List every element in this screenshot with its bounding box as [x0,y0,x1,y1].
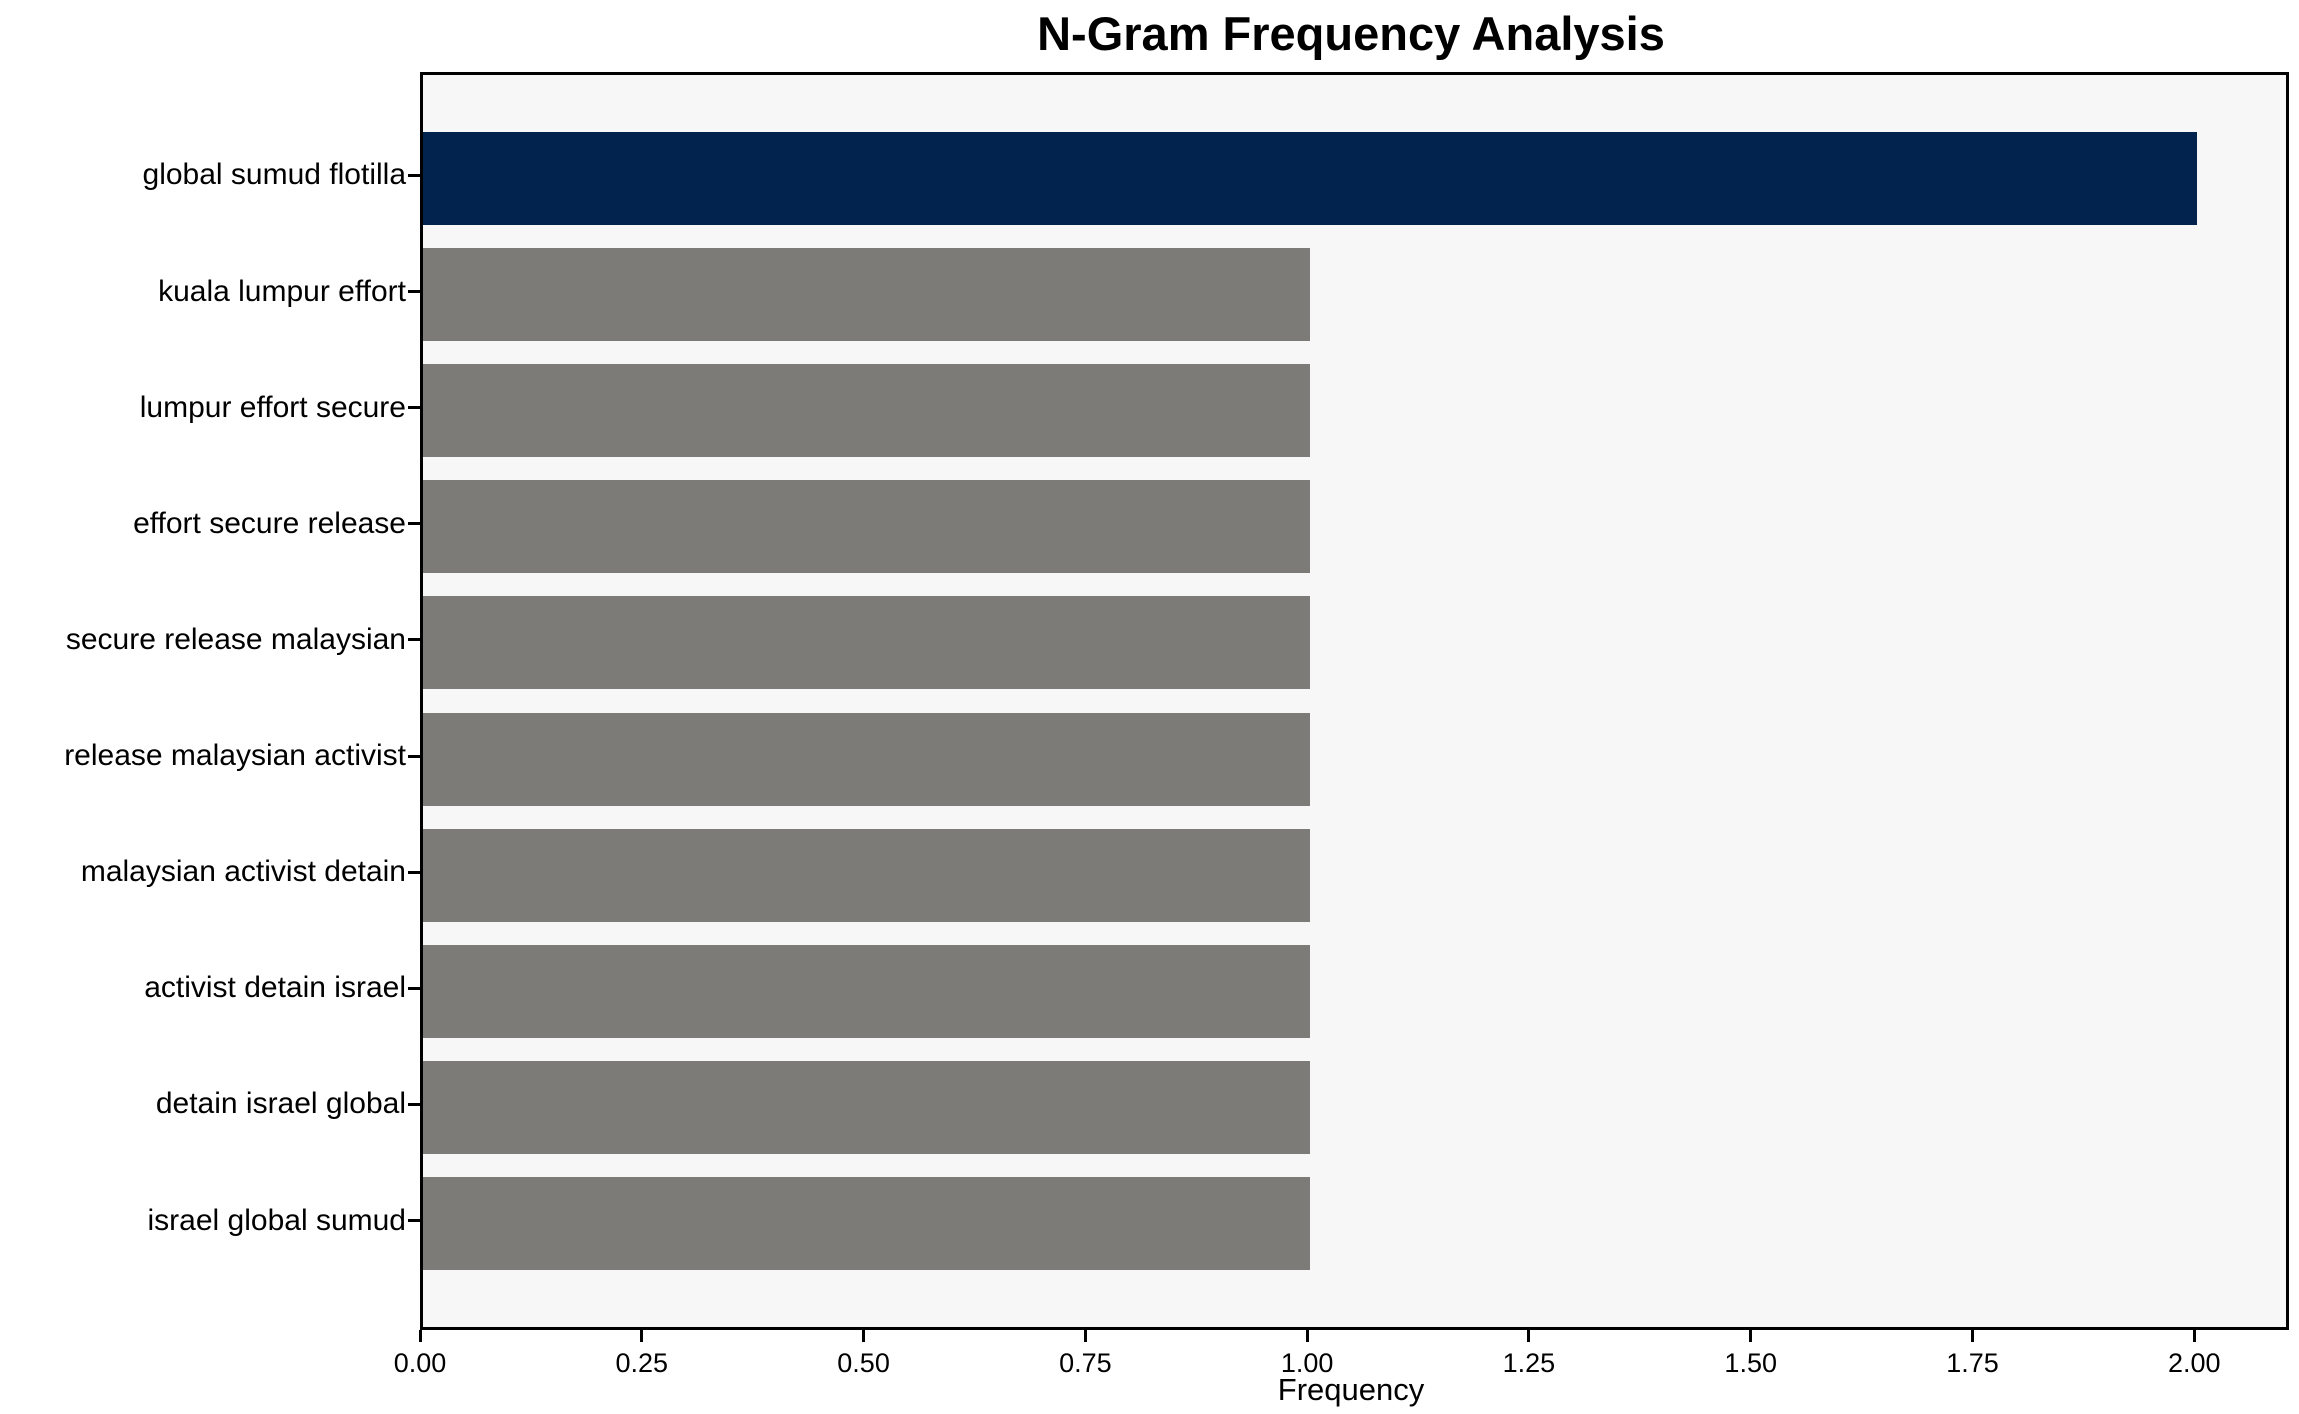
xtick-mark [1527,1330,1531,1342]
ytick-mark [408,173,420,177]
plot-area [420,72,2289,1330]
xtick-label: 2.00 [2168,1348,2221,1378]
ytick-mark [408,406,420,410]
bar-effort-secure-release [423,480,1311,574]
xtick-label: 0.50 [837,1348,890,1378]
xtick-label: 0.00 [393,1348,447,1378]
bar-detain-israel-global [423,1060,1311,1154]
xtick-label: 1.00 [1280,1348,1334,1378]
ytick-label: activist detain israel [144,971,406,1005]
xtick-label: 1.50 [1724,1348,1777,1378]
ytick-label: release malaysian activist [64,739,406,773]
bar-secure-release-malaysian [423,596,1311,690]
ytick-label: lumpur effort secure [139,390,406,424]
ytick-mark [408,1219,420,1223]
ytick-mark [408,870,420,874]
xtick-mark [1083,1330,1087,1342]
xtick-mark [1971,1330,1974,1342]
chart-title: N-Gram Frequency Analysis [1037,7,1665,60]
x-axis-label: Frequency [1277,1372,1425,1407]
bar-release-malaysian-activist [423,712,1311,806]
ytick-label: kuala lumpur effort [158,274,406,308]
xtick-mark [1305,1330,1309,1342]
ytick-mark [408,638,420,642]
ytick-label: global sumud flotilla [142,158,406,192]
xtick-label: 1.25 [1502,1348,1556,1378]
xtick-label: 0.25 [615,1348,669,1378]
ytick-mark [408,1102,420,1106]
ytick-label: israel global sumud [147,1203,406,1237]
xtick-mark [2192,1330,2196,1342]
bar-kuala-lumpur-effort [423,248,1311,341]
xtick-label: 1.75 [1946,1348,1999,1378]
ytick-label: effort secure release [133,506,406,540]
bar-malaysian-activist-detain [423,828,1311,922]
bar-lumpur-effort-secure [423,364,1311,458]
ytick-mark [408,522,420,526]
ytick-label: secure release malaysian [65,622,406,656]
xtick-mark [640,1330,644,1342]
xtick-label: 0.75 [1059,1348,1112,1378]
xtick-mark [1749,1330,1753,1342]
ytick-label: malaysian activist detain [80,855,406,889]
bar-global-sumud-flotilla [423,131,2198,225]
ytick-mark [408,290,420,293]
ytick-mark [408,754,420,758]
bar-activist-detain-israel [423,944,1311,1038]
xtick-mark [862,1330,866,1342]
bar-israel-global-sumud [423,1177,1311,1271]
xtick-mark [418,1330,422,1342]
ytick-mark [408,986,420,990]
ytick-label: detain israel global [155,1087,406,1121]
